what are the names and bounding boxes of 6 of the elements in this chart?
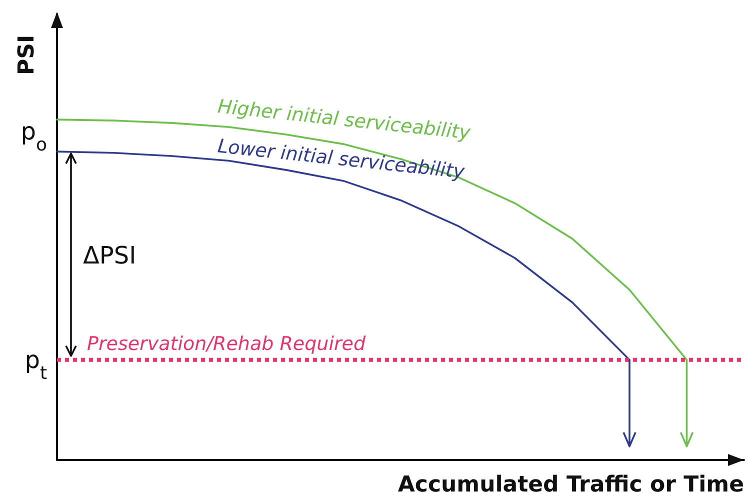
annotation: ΔPSI xyxy=(83,242,136,270)
x-axis-title: Accumulated Traffic or Time xyxy=(398,472,744,498)
y-axis-title: PSI xyxy=(14,34,40,75)
text: p$_{o}$ xyxy=(20,118,47,156)
ref-line-label: Preservation/Rehab Required xyxy=(87,332,366,355)
text: p$_{t}$ xyxy=(24,346,47,384)
